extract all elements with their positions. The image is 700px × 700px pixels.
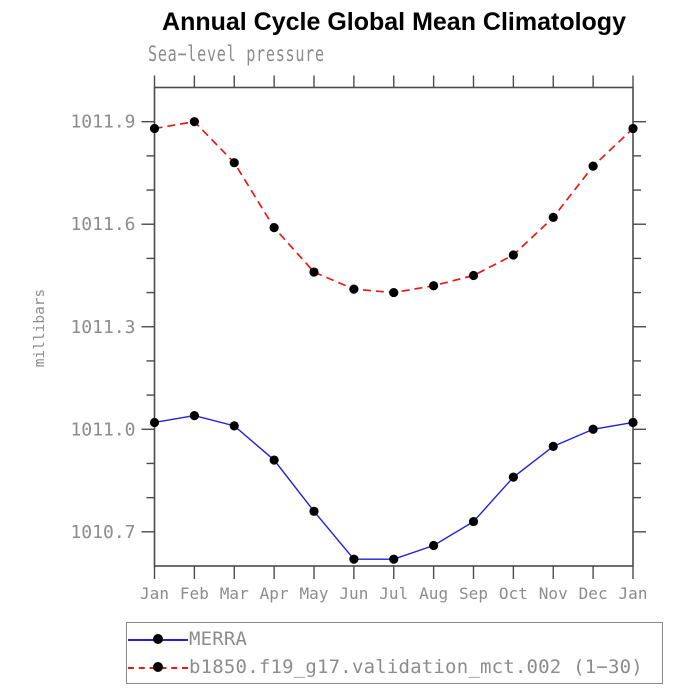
svg-text:Sep: Sep xyxy=(459,584,488,603)
legend-row-merra: MERRA xyxy=(128,626,662,652)
svg-text:Dec: Dec xyxy=(579,584,608,603)
legend-box: MERRA b1850.f19_g17.validation_mct.002 (… xyxy=(126,622,663,684)
axis-frame xyxy=(153,86,634,567)
merra-marker-dot xyxy=(153,634,163,644)
svg-text:Mar: Mar xyxy=(220,584,249,603)
y-axis-label: millibars xyxy=(32,289,48,368)
svg-text:Aug: Aug xyxy=(419,584,448,603)
legend-label-merra: MERRA xyxy=(189,628,248,650)
svg-text:Nov: Nov xyxy=(539,584,568,603)
svg-text:Feb: Feb xyxy=(180,584,209,603)
legend-row-model: b1850.f19_g17.validation_mct.002 (1−30) xyxy=(128,654,662,680)
series-line-0 xyxy=(154,414,634,560)
svg-text:Apr: Apr xyxy=(260,584,289,603)
svg-text:Jan: Jan xyxy=(140,584,169,603)
model-marker-dot xyxy=(153,662,163,672)
svg-text:May: May xyxy=(300,584,329,603)
y-tick-labels: 1010.7 1011.0 1011.3 1011.6 1011.9 xyxy=(70,112,135,543)
series-markers-1 xyxy=(149,117,638,298)
svg-text:Jun: Jun xyxy=(339,584,368,603)
legend-label-model: b1850.f19_g17.validation_mct.002 (1−30) xyxy=(189,656,643,678)
svg-text:1010.7: 1010.7 xyxy=(70,522,135,543)
svg-text:Jan: Jan xyxy=(619,584,648,603)
series-markers-0 xyxy=(149,411,638,564)
x-tick-labels: Jan Feb Mar Apr May Jun Jul Aug Sep Oct Nov Dec Jan xyxy=(140,584,647,603)
svg-text:1011.9: 1011.9 xyxy=(70,112,135,133)
series-line-1 xyxy=(154,120,634,294)
y-ticks xyxy=(141,120,646,533)
x-ticks xyxy=(153,75,634,579)
chart-title: Annual Cycle Global Mean Climatology xyxy=(162,8,626,36)
svg-text:1011.3: 1011.3 xyxy=(70,317,135,338)
svg-text:1011.0: 1011.0 xyxy=(70,419,135,440)
svg-text:Jul: Jul xyxy=(379,584,408,603)
chart-subtitle: Sea−level pressure xyxy=(148,42,325,66)
svg-text:1011.6: 1011.6 xyxy=(70,214,135,235)
svg-text:Oct: Oct xyxy=(499,584,528,603)
